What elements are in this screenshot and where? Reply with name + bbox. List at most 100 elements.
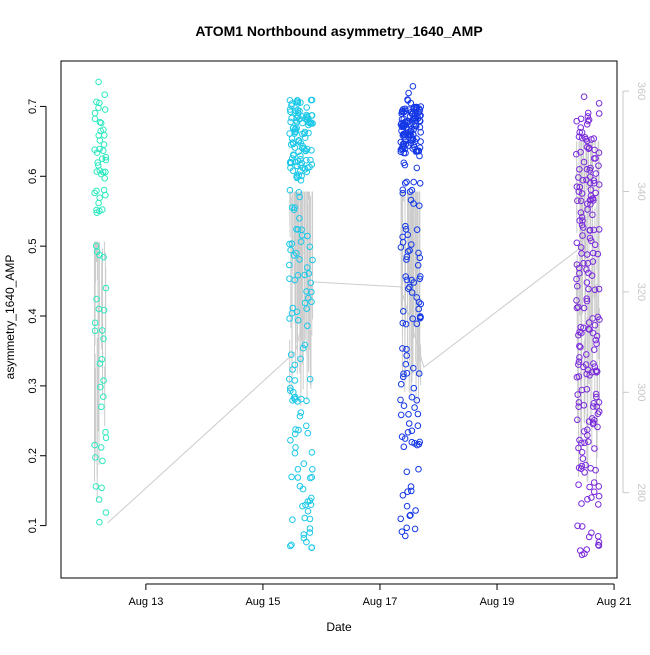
x-tick-label: Aug 15 <box>245 596 280 608</box>
data-point <box>299 502 306 510</box>
data-point <box>399 319 407 327</box>
data-point <box>584 426 591 434</box>
data-point <box>99 155 106 162</box>
data-point <box>410 103 418 111</box>
data-point <box>399 492 407 499</box>
data-point <box>299 144 306 152</box>
data-point <box>576 342 583 350</box>
data-point <box>91 189 98 197</box>
data-point <box>592 336 600 344</box>
data-point <box>98 356 106 363</box>
data-point <box>583 279 591 286</box>
data-point <box>307 501 315 509</box>
data-point <box>296 107 303 115</box>
data-point <box>301 271 309 279</box>
data-point <box>287 384 294 392</box>
data-point <box>411 525 419 533</box>
data-point <box>576 354 583 361</box>
data-point <box>404 118 412 126</box>
data-point <box>577 343 584 351</box>
data-point <box>407 483 415 490</box>
data-point <box>303 156 310 164</box>
data-point <box>577 115 585 123</box>
data-point <box>93 98 100 106</box>
data-point <box>293 114 300 122</box>
data-point <box>287 246 294 254</box>
chart-title: ATOM1 Northbound asymmetry_1640_AMP <box>195 23 482 39</box>
data-point <box>303 538 310 546</box>
data-point <box>417 103 425 110</box>
data-point <box>585 438 592 446</box>
data-point <box>308 544 316 551</box>
data-point <box>415 465 422 473</box>
data-point <box>292 426 299 433</box>
data-point <box>291 430 299 438</box>
data-point <box>99 168 107 176</box>
data-point <box>102 168 109 176</box>
data-point <box>595 408 603 415</box>
data-point <box>591 321 599 329</box>
data-point <box>586 227 594 234</box>
plot-frame <box>60 60 618 579</box>
data-point <box>408 276 415 284</box>
data-point <box>298 226 305 233</box>
data-point <box>101 106 109 113</box>
data-point <box>416 314 424 322</box>
data-point <box>303 305 311 313</box>
data-point <box>286 315 293 322</box>
data-point <box>586 234 594 242</box>
data-point <box>301 134 309 141</box>
data-point <box>96 518 103 526</box>
data-point <box>410 178 418 186</box>
data-point <box>99 327 106 334</box>
data-point <box>304 322 311 330</box>
data-point <box>292 125 299 133</box>
series-3 <box>397 83 425 540</box>
data-point <box>308 494 315 502</box>
data-point <box>301 341 309 349</box>
data-point <box>586 372 593 379</box>
data-point <box>100 335 107 343</box>
data-point <box>91 327 99 335</box>
data-point <box>99 457 106 465</box>
data-point <box>576 269 583 277</box>
data-point <box>416 180 424 187</box>
data-point <box>410 364 417 372</box>
data-point <box>573 297 580 304</box>
data-point <box>583 137 591 145</box>
data-point <box>595 100 603 107</box>
data-point <box>592 466 599 474</box>
data-point <box>586 326 593 333</box>
data-point <box>412 507 419 514</box>
data-point <box>93 168 101 175</box>
data-point <box>286 261 293 269</box>
series-1 <box>91 78 110 526</box>
data-point <box>405 420 413 427</box>
data-point <box>404 96 411 103</box>
data-point <box>402 320 410 328</box>
data-point <box>102 284 110 292</box>
data-point <box>589 403 597 410</box>
data-point <box>404 231 412 239</box>
data-point <box>593 393 600 401</box>
data-point <box>589 195 596 202</box>
data-point <box>306 529 314 536</box>
data-point <box>304 498 312 505</box>
data-point <box>416 123 424 131</box>
data-point <box>585 285 592 293</box>
data-point <box>577 323 585 331</box>
data-point <box>581 469 588 476</box>
data-point <box>583 386 591 393</box>
data-point <box>415 249 422 257</box>
data-point <box>402 222 409 230</box>
data-point <box>306 243 314 251</box>
data-point <box>576 328 583 336</box>
data-point <box>304 264 311 271</box>
data-point <box>590 488 598 496</box>
data-point <box>576 183 584 191</box>
data-point <box>294 317 302 324</box>
data-point <box>96 137 104 144</box>
data-point <box>594 533 602 540</box>
data-point <box>406 512 414 520</box>
